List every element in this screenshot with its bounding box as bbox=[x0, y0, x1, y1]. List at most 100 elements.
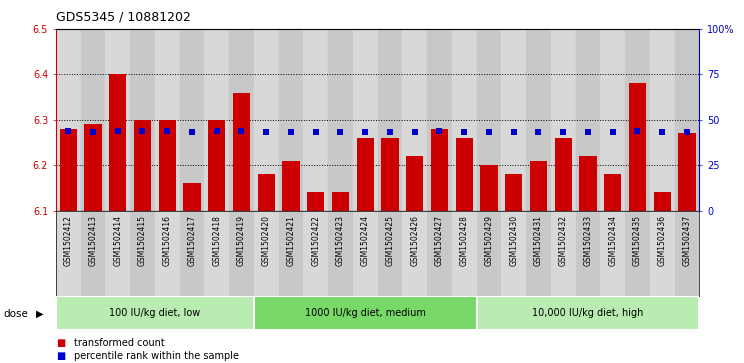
Text: 100 IU/kg diet, low: 100 IU/kg diet, low bbox=[109, 308, 200, 318]
Bar bbox=[208, 120, 225, 211]
Bar bbox=[675, 29, 699, 211]
Bar bbox=[158, 120, 176, 211]
Bar bbox=[60, 129, 77, 211]
Bar bbox=[554, 138, 572, 211]
Text: GSM1502425: GSM1502425 bbox=[385, 215, 394, 266]
Bar bbox=[278, 211, 304, 296]
Text: GSM1502426: GSM1502426 bbox=[410, 215, 419, 266]
Text: GSM1502419: GSM1502419 bbox=[237, 215, 246, 266]
Bar bbox=[332, 192, 349, 211]
Bar bbox=[282, 160, 300, 211]
Text: GSM1502418: GSM1502418 bbox=[212, 215, 221, 266]
Bar bbox=[356, 138, 374, 211]
Bar bbox=[600, 29, 625, 211]
Bar bbox=[501, 211, 526, 296]
Bar bbox=[576, 211, 600, 296]
Bar bbox=[650, 211, 675, 296]
Text: GSM1502416: GSM1502416 bbox=[163, 215, 172, 266]
Bar bbox=[403, 29, 427, 211]
Bar bbox=[625, 211, 650, 296]
Bar bbox=[130, 29, 155, 211]
Bar bbox=[106, 29, 130, 211]
Bar bbox=[551, 29, 576, 211]
Text: GSM1502413: GSM1502413 bbox=[89, 215, 97, 266]
Bar bbox=[106, 211, 130, 296]
Bar bbox=[179, 211, 205, 296]
Bar bbox=[155, 29, 179, 211]
Bar bbox=[328, 29, 353, 211]
Bar bbox=[675, 211, 699, 296]
Bar bbox=[56, 211, 80, 296]
Bar bbox=[378, 29, 403, 211]
Bar bbox=[505, 174, 522, 211]
Bar bbox=[551, 211, 576, 296]
Text: GSM1502423: GSM1502423 bbox=[336, 215, 345, 266]
Text: GSM1502429: GSM1502429 bbox=[484, 215, 493, 266]
Bar bbox=[130, 211, 155, 296]
Bar bbox=[477, 296, 699, 330]
Bar bbox=[353, 211, 378, 296]
Bar bbox=[254, 29, 278, 211]
Text: GSM1502432: GSM1502432 bbox=[559, 215, 568, 266]
Text: GSM1502415: GSM1502415 bbox=[138, 215, 147, 266]
Bar bbox=[183, 183, 201, 211]
Bar bbox=[328, 211, 353, 296]
Bar bbox=[229, 211, 254, 296]
Text: GSM1502437: GSM1502437 bbox=[682, 215, 691, 266]
Bar bbox=[650, 29, 675, 211]
Bar bbox=[155, 211, 179, 296]
Bar bbox=[278, 29, 304, 211]
Bar bbox=[307, 192, 324, 211]
Bar bbox=[80, 211, 106, 296]
Text: GSM1502434: GSM1502434 bbox=[609, 215, 618, 266]
Text: ■: ■ bbox=[56, 338, 65, 348]
Bar bbox=[56, 296, 254, 330]
Text: GSM1502414: GSM1502414 bbox=[113, 215, 122, 266]
Text: GSM1502422: GSM1502422 bbox=[311, 215, 320, 266]
Bar bbox=[254, 296, 477, 330]
Text: GSM1502430: GSM1502430 bbox=[509, 215, 519, 266]
Bar bbox=[134, 120, 151, 211]
Bar bbox=[205, 29, 229, 211]
Bar bbox=[431, 129, 448, 211]
Bar bbox=[80, 29, 106, 211]
Bar bbox=[378, 211, 403, 296]
Text: GSM1502420: GSM1502420 bbox=[262, 215, 271, 266]
Bar bbox=[477, 29, 501, 211]
Text: GSM1502428: GSM1502428 bbox=[460, 215, 469, 266]
Text: 10,000 IU/kg diet, high: 10,000 IU/kg diet, high bbox=[532, 308, 644, 318]
Bar bbox=[580, 156, 597, 211]
Bar bbox=[381, 138, 399, 211]
Text: transformed count: transformed count bbox=[74, 338, 165, 348]
Bar bbox=[625, 29, 650, 211]
Text: dose: dose bbox=[4, 309, 28, 319]
Text: GSM1502417: GSM1502417 bbox=[187, 215, 196, 266]
Bar bbox=[530, 160, 547, 211]
Text: GSM1502433: GSM1502433 bbox=[583, 215, 592, 266]
Bar bbox=[427, 29, 452, 211]
Text: GSM1502412: GSM1502412 bbox=[64, 215, 73, 266]
Bar bbox=[427, 211, 452, 296]
Text: GSM1502435: GSM1502435 bbox=[633, 215, 642, 266]
Bar bbox=[403, 211, 427, 296]
Bar bbox=[229, 29, 254, 211]
Bar bbox=[257, 174, 275, 211]
Text: ■: ■ bbox=[56, 351, 65, 362]
Bar bbox=[600, 211, 625, 296]
Bar bbox=[679, 133, 696, 211]
Bar bbox=[526, 211, 551, 296]
Bar bbox=[526, 29, 551, 211]
Bar bbox=[406, 156, 423, 211]
Text: GSM1502436: GSM1502436 bbox=[658, 215, 667, 266]
Bar bbox=[653, 192, 671, 211]
Bar bbox=[481, 165, 498, 211]
Bar bbox=[233, 93, 250, 211]
Bar bbox=[205, 211, 229, 296]
Bar bbox=[56, 29, 80, 211]
Text: GSM1502431: GSM1502431 bbox=[534, 215, 543, 266]
Bar bbox=[455, 138, 473, 211]
Text: percentile rank within the sample: percentile rank within the sample bbox=[74, 351, 240, 362]
Bar bbox=[109, 74, 126, 211]
Bar bbox=[179, 29, 205, 211]
Bar bbox=[452, 29, 477, 211]
